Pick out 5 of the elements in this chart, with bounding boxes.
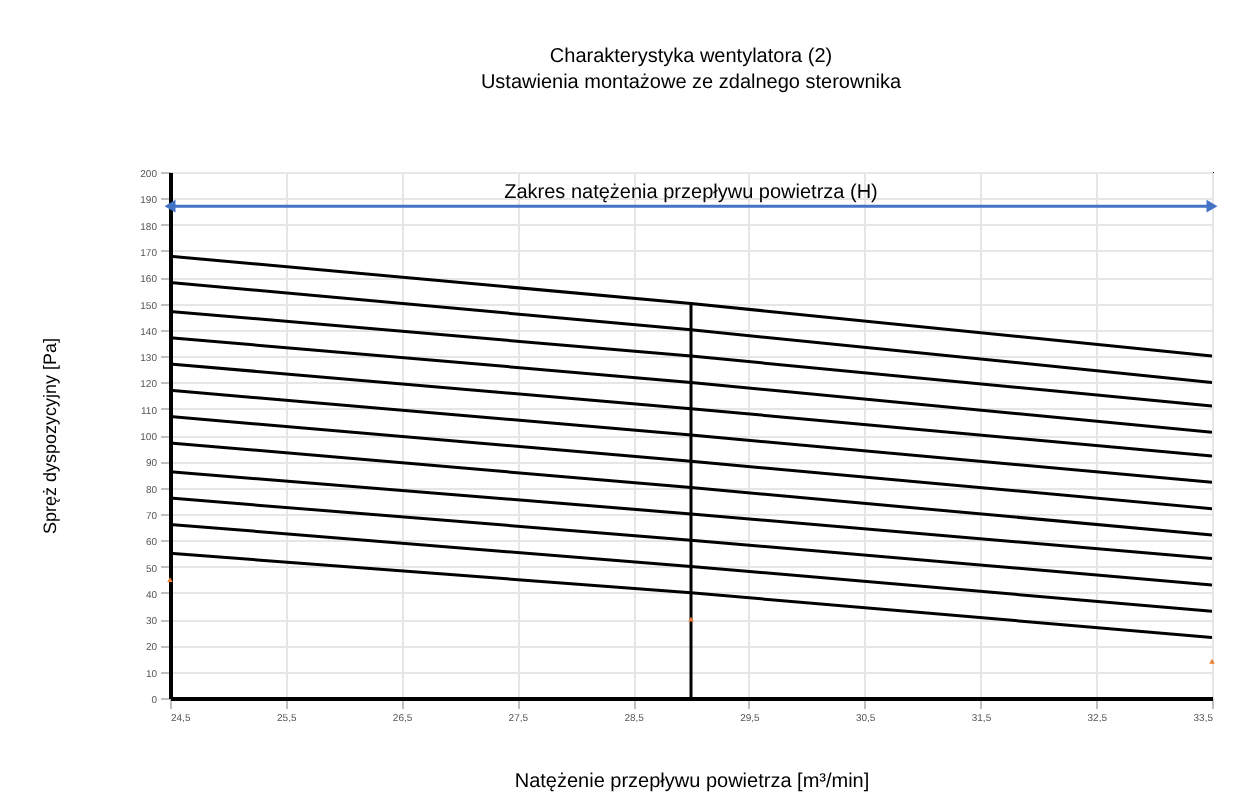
series-label: Zakres natężenia przepływu powietrza (H)	[504, 182, 878, 205]
x-axis-title: Natężenie przepływu powietrza [m³/min]	[514, 771, 870, 793]
chart-subtitle: Ustawienia montażowe ze zdalnego sterownika	[480, 72, 902, 94]
y-axis-title: Spręż dyspozycyjny [Pa]	[40, 337, 61, 535]
chart-title: Charakterystyka wentylatora (2)	[549, 46, 833, 68]
